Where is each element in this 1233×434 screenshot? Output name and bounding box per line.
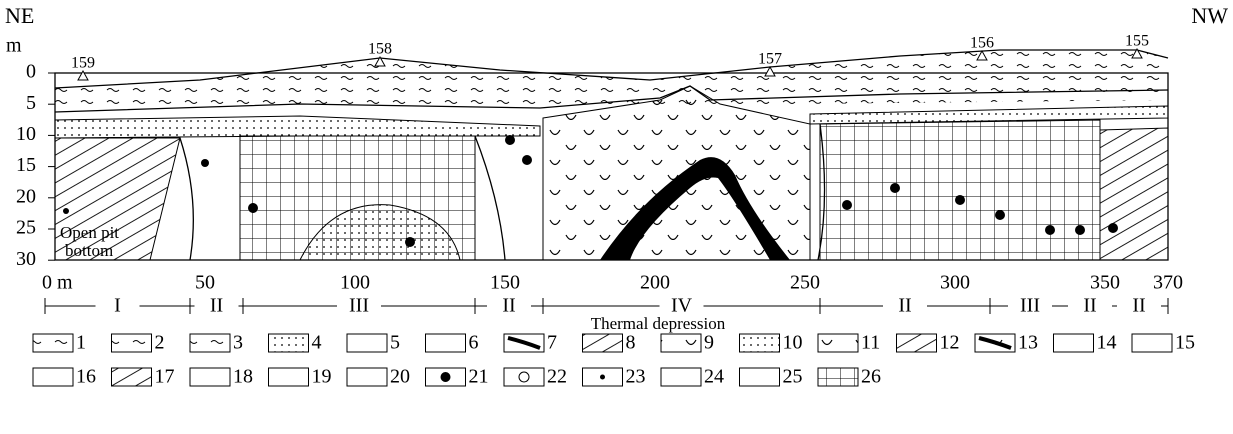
- legend-number: 19: [312, 366, 332, 388]
- depth-tick-label: 25: [16, 217, 36, 239]
- legend-number: 8: [626, 332, 636, 354]
- legend-swatch: [661, 368, 701, 386]
- legend-swatch: [347, 368, 387, 386]
- legend-number: 1: [76, 332, 86, 354]
- zone-label: II: [1083, 295, 1096, 317]
- legend-number: 20: [390, 366, 410, 388]
- distance-tick-label: 200: [640, 272, 670, 294]
- distance-tick-label: 100: [340, 272, 370, 294]
- site-label: 155: [1125, 33, 1149, 50]
- distance-tick-label: 350: [1090, 272, 1120, 294]
- distance-tick-label: 50: [195, 272, 215, 294]
- legend-swatch: [33, 368, 73, 386]
- legend-swatch: [1054, 334, 1094, 352]
- zone-label: I: [114, 295, 121, 317]
- distance-tick-label: 370: [1153, 272, 1183, 294]
- legend-swatch: [897, 334, 937, 352]
- annotation: bottom: [65, 241, 113, 260]
- site-label: 159: [71, 55, 95, 72]
- legend-swatch: [818, 368, 858, 386]
- legend-number: 24: [704, 366, 724, 388]
- legend-symbol: [519, 372, 529, 382]
- depth-tick-label: 0: [26, 61, 36, 83]
- legend-number: 9: [704, 332, 714, 354]
- legend-number: 2: [155, 332, 165, 354]
- legend-number: 6: [469, 332, 479, 354]
- cross-section: NENWm0510152025300 m50100150200250300350…: [0, 0, 1233, 429]
- legend-number: 5: [390, 332, 400, 354]
- legend-swatch: [269, 368, 309, 386]
- legend-number: 23: [626, 366, 646, 388]
- legend-swatch: [190, 368, 230, 386]
- zone-label: II: [1132, 295, 1145, 317]
- legend-swatch: [269, 334, 309, 352]
- legend-swatch: [740, 334, 780, 352]
- legend-number: 16: [76, 366, 96, 388]
- legend-swatch: [818, 334, 858, 352]
- site-label: 158: [368, 41, 392, 58]
- distance-tick-label: 0 m: [42, 272, 73, 294]
- legend-swatch: [112, 368, 152, 386]
- legend-swatch: [740, 368, 780, 386]
- depth-tick-label: 5: [26, 92, 36, 114]
- legend-number: 11: [861, 332, 880, 354]
- zone-label: II: [898, 295, 911, 317]
- site-label: 156: [970, 35, 994, 52]
- site-label: 157: [758, 51, 782, 68]
- distance-tick-label: 300: [940, 272, 970, 294]
- legend-number: 21: [469, 366, 489, 388]
- legend-number: 7: [547, 332, 557, 354]
- zone-caption: Thermal depression: [591, 314, 726, 333]
- left-direction: NE: [5, 3, 34, 28]
- legend-swatch: [347, 334, 387, 352]
- legend-number: 25: [783, 366, 803, 388]
- legend-swatch: [661, 334, 701, 352]
- zone-label: III: [1020, 295, 1040, 317]
- legend-swatch: [33, 334, 73, 352]
- geology: [55, 50, 1168, 260]
- depth-tick-label: 15: [16, 154, 36, 176]
- legend-number: 12: [940, 332, 960, 354]
- legend-number: 3: [233, 332, 243, 354]
- legend-swatch: [1132, 334, 1172, 352]
- legend-number: 14: [1097, 332, 1117, 354]
- annotation: Open pit: [60, 223, 119, 242]
- depth-tick-label: 10: [16, 123, 36, 145]
- legend-number: 18: [233, 366, 253, 388]
- right-direction: NW: [1191, 3, 1228, 28]
- legend-swatch: [190, 334, 230, 352]
- zone-label: II: [210, 295, 223, 317]
- legend-number: 15: [1175, 332, 1195, 354]
- legend-number: 13: [1018, 332, 1038, 354]
- depth-tick-label: 20: [16, 185, 36, 207]
- legend-number: 17: [155, 366, 175, 388]
- distance-tick-label: 250: [790, 272, 820, 294]
- zone-label: III: [349, 295, 369, 317]
- zone-label: II: [502, 295, 515, 317]
- legend-number: 22: [547, 366, 567, 388]
- legend-symbol: [441, 372, 451, 382]
- distance-tick-label: 150: [490, 272, 520, 294]
- legend-symbol: [600, 375, 605, 380]
- legend-swatch: [583, 334, 623, 352]
- depth-tick-label: 30: [16, 248, 36, 270]
- legend-number: 4: [312, 332, 322, 354]
- legend-number: 10: [783, 332, 803, 354]
- legend-swatch: [426, 334, 466, 352]
- legend-number: 26: [861, 366, 881, 388]
- legend-swatch: [112, 334, 152, 352]
- depth-unit: m: [6, 35, 22, 57]
